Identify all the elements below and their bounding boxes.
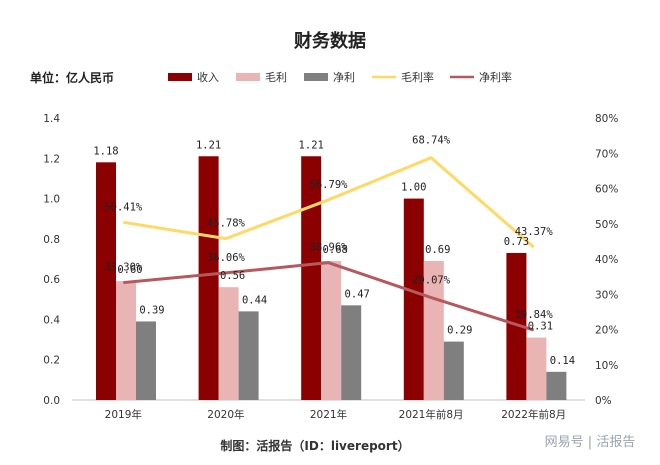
y-right-tick: 20% xyxy=(595,325,618,337)
lines xyxy=(123,156,535,332)
y-right-tick: 80% xyxy=(595,113,618,125)
bar-label-1-1: 0.56 xyxy=(220,270,245,282)
bar-label-2-4: 0.14 xyxy=(550,355,575,367)
line-label-0-0: 50.41% xyxy=(104,201,143,213)
unit-label: 单位：亿人民币 xyxy=(30,70,114,85)
bar-1-4 xyxy=(526,337,547,400)
y-right-tick: 70% xyxy=(595,148,618,160)
y-left-tick: 0.6 xyxy=(43,274,60,286)
bar-label-0-1: 1.21 xyxy=(196,139,221,151)
bar-label-2-0: 0.39 xyxy=(139,304,164,316)
y-left-tick: 1.4 xyxy=(43,113,60,125)
bar-label-1-2: 0.68 xyxy=(323,244,348,256)
legend-label-2: 净利 xyxy=(333,70,355,84)
legend-swatch-0 xyxy=(168,73,192,81)
y-left-tick: 0.8 xyxy=(43,234,60,246)
line-label-0-2: 56.79% xyxy=(310,179,349,191)
bar-2-3 xyxy=(443,341,464,400)
bar-label-0-4: 0.73 xyxy=(504,236,529,248)
line-1 xyxy=(123,261,535,332)
bar-0-4 xyxy=(506,252,527,400)
bar-label-0-3: 1.00 xyxy=(401,182,426,194)
chart-title: 财务数据 xyxy=(294,30,366,51)
bars xyxy=(96,156,567,400)
bar-label-0-0: 1.18 xyxy=(93,145,118,157)
legend-line-label-1: 净利率 xyxy=(479,70,512,84)
y-left-tick: 1.2 xyxy=(43,153,60,165)
bar-2-2 xyxy=(341,305,362,400)
x-tick-label: 2021年 xyxy=(310,408,347,421)
line-label-0-1: 45.78% xyxy=(207,218,246,230)
line-label-1-3: 29.07% xyxy=(412,275,451,287)
bar-0-3 xyxy=(403,198,424,400)
line-label-1-2: 38.96% xyxy=(310,242,349,254)
bar-0-1 xyxy=(198,156,219,400)
x-tick-label: 2020年 xyxy=(207,408,244,421)
y-right-tick: 0% xyxy=(595,395,612,407)
axes: 0.0 0.2 0.4 0.6 0.8 1.0 1.2 1.4 0% 10% 20% 30% 40% 50… xyxy=(43,113,618,421)
bar-0-2 xyxy=(301,156,322,400)
bar-2-4 xyxy=(546,371,567,400)
x-tick-label: 2022年前8月 xyxy=(501,408,566,421)
line-0 xyxy=(123,156,535,249)
data-labels: 1.18 1.21 1.21 1.00 0.73 0.60 0.56 0.68 0.69 0.31… xyxy=(93,135,575,367)
y-left-tick: 0.2 xyxy=(43,355,60,367)
bar-1-1 xyxy=(218,287,239,400)
bar-2-1 xyxy=(238,311,259,400)
y-right-tick: 30% xyxy=(595,289,618,301)
bar-label-1-4: 0.31 xyxy=(528,321,553,333)
y-right-tick: 40% xyxy=(595,254,618,266)
line-label-1-4: 19.84% xyxy=(515,309,554,321)
line-label-0-3: 68.74% xyxy=(412,135,451,147)
x-tick-label: 2019年 xyxy=(105,408,142,421)
y-left-tick: 0.4 xyxy=(43,314,60,326)
legend: 收入 毛利 净利 毛利率 净利率 xyxy=(168,70,512,84)
bar-0-0 xyxy=(96,162,116,400)
legend-label-1: 毛利 xyxy=(265,71,287,84)
bar-1-0 xyxy=(116,281,136,400)
bar-2-0 xyxy=(136,321,156,400)
bar-label-2-3: 0.29 xyxy=(447,325,472,337)
bar-label-2-1: 0.44 xyxy=(242,294,267,306)
legend-swatch-2 xyxy=(304,73,328,81)
legend-label-0: 收入 xyxy=(197,70,219,84)
legend-swatch-1 xyxy=(236,73,260,81)
y-left-tick: 0.0 xyxy=(43,395,60,407)
watermark: 网易号 | 活报告 xyxy=(545,435,636,450)
y-right-tick: 50% xyxy=(595,219,618,231)
bar-label-0-2: 1.21 xyxy=(299,139,324,151)
bar-1-2 xyxy=(321,261,342,400)
line-label-1-1: 36.06% xyxy=(207,252,246,264)
line-label-1-0: 33.30% xyxy=(104,262,143,274)
y-right-tick: 60% xyxy=(595,184,618,196)
y-left-tick: 1.0 xyxy=(43,194,60,206)
source-caption: 制图：活报告（ID：livereport） xyxy=(220,438,409,453)
legend-line-label-0: 毛利率 xyxy=(401,70,434,84)
x-tick-label: 2021年前8月 xyxy=(399,408,464,421)
bar-label-1-3: 0.69 xyxy=(425,244,450,256)
y-right-tick: 10% xyxy=(595,360,618,372)
bar-label-1-0: 0.60 xyxy=(117,264,142,276)
line-label-0-4: 43.37% xyxy=(515,226,554,238)
bar-label-2-2: 0.47 xyxy=(345,288,370,300)
